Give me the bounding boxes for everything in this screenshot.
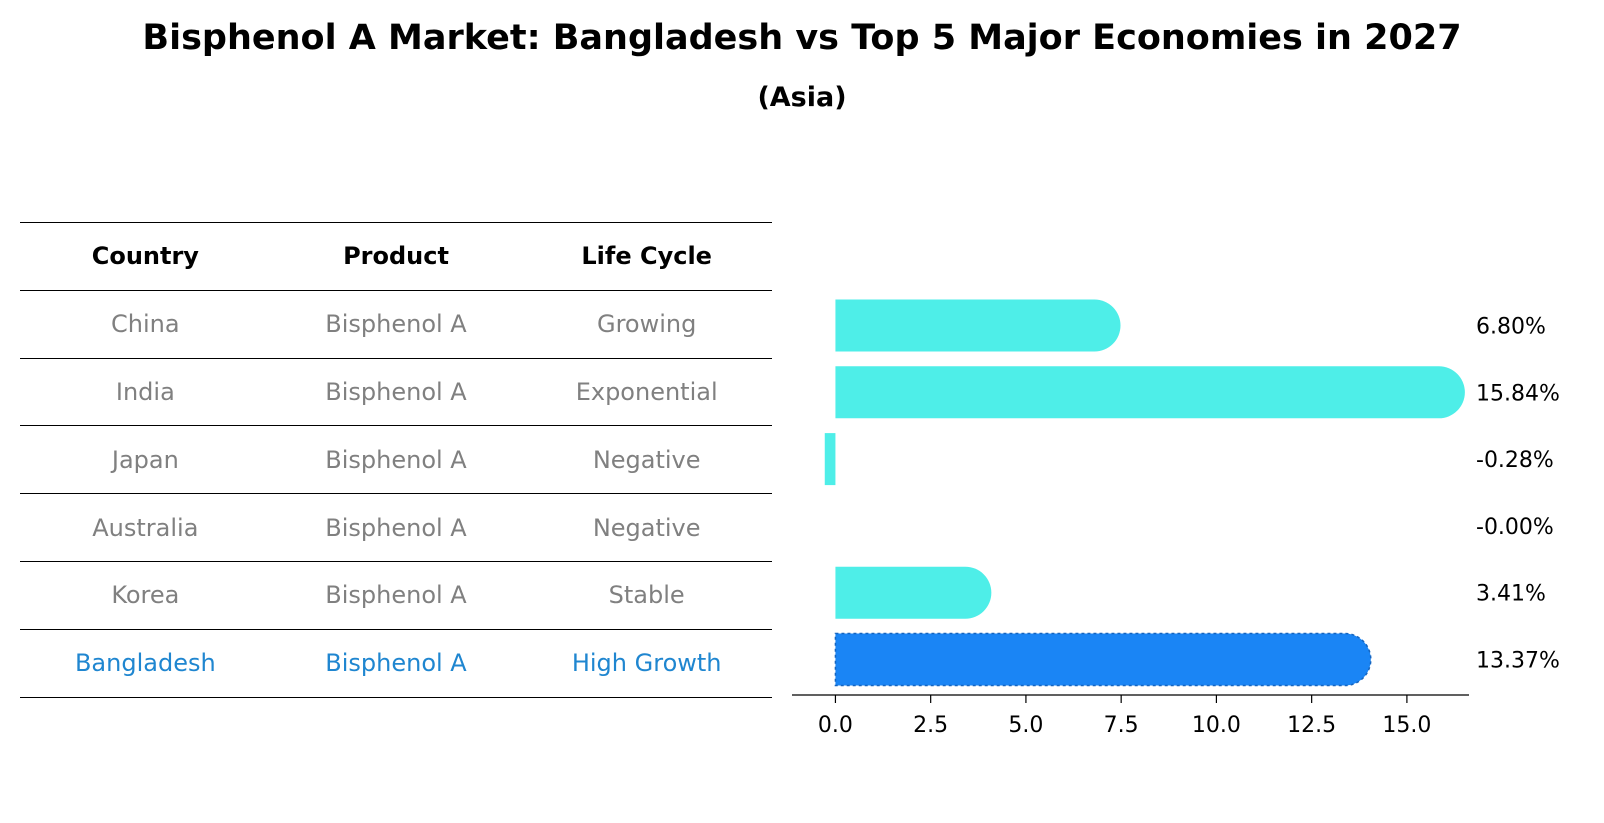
chart-subtitle: (Asia) <box>757 82 847 113</box>
table-row-highlight: Bangladesh Bisphenol A High Growth <box>20 630 772 698</box>
chart-title: Bisphenol A Market: Bangladesh vs Top 5 … <box>142 18 1462 58</box>
cell-life-cycle: Negative <box>592 513 701 542</box>
table-row: India Bisphenol A Exponential <box>20 359 772 427</box>
cell-country: Korea <box>111 581 180 610</box>
cell-product: Bisphenol A <box>325 649 467 678</box>
table-row: Korea Bisphenol A Stable <box>20 562 772 630</box>
table-row: Australia Bisphenol A Negative <box>20 494 772 562</box>
x-tick-label: 10.0 <box>1192 713 1241 738</box>
data-label-bangladesh: 13.37% <box>1476 649 1560 674</box>
cell-life-cycle: Negative <box>592 445 701 474</box>
data-label-australia: -0.00% <box>1476 515 1554 540</box>
x-tick-label: 2.5 <box>913 713 948 738</box>
x-tick-label: 15.0 <box>1382 713 1431 738</box>
cell-life-cycle: Exponential <box>575 377 718 406</box>
bar-korea <box>835 566 992 619</box>
table-row: China Bisphenol A Growing <box>20 291 772 359</box>
data-table: Country Product Life Cycle China Bisphen… <box>20 222 772 698</box>
table-row: Japan Bisphenol A Negative <box>20 426 772 495</box>
cell-country: Japan <box>111 445 179 474</box>
bar-india <box>835 366 1465 419</box>
bar-japan <box>824 433 836 486</box>
cell-product: Bisphenol A <box>325 377 467 406</box>
bar-bangladesh <box>834 632 1372 687</box>
cell-country: Bangladesh <box>74 649 216 678</box>
header-country: Country <box>91 242 199 271</box>
cell-product: Bisphenol A <box>325 581 467 610</box>
cell-life-cycle: Stable <box>608 581 685 610</box>
cell-country: India <box>115 377 175 406</box>
data-label-korea: 3.41% <box>1476 582 1546 607</box>
cell-product: Bisphenol A <box>325 310 467 339</box>
header-life-cycle: Life Cycle <box>581 242 712 271</box>
cell-product: Bisphenol A <box>325 445 467 474</box>
data-label-china: 6.80% <box>1476 315 1546 340</box>
cell-country: Australia <box>92 513 199 542</box>
cell-life-cycle: Growing <box>596 310 697 339</box>
cell-product: Bisphenol A <box>325 513 467 542</box>
data-label-india: 15.84% <box>1476 381 1560 406</box>
table-header-row: Country Product Life Cycle <box>20 222 772 291</box>
data-label-japan: -0.28% <box>1476 448 1554 473</box>
header-product: Product <box>343 242 449 271</box>
bar-china <box>835 299 1121 352</box>
x-tick-label: 12.5 <box>1287 713 1336 738</box>
x-tick-label: 5.0 <box>1008 713 1043 738</box>
x-tick-label: 0.0 <box>818 713 853 738</box>
cell-life-cycle: High Growth <box>571 649 722 678</box>
cell-country: China <box>111 310 180 339</box>
x-tick-label: 7.5 <box>1104 713 1139 738</box>
